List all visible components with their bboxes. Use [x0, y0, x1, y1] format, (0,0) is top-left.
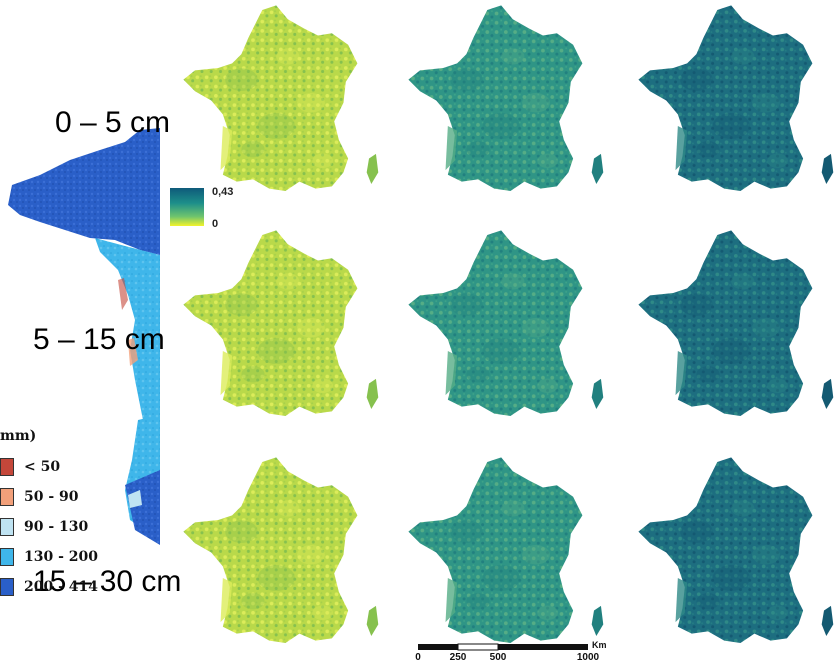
legend-item: < 50 — [0, 456, 60, 478]
corsica — [591, 605, 604, 636]
scale-tick-0: 0 — [415, 652, 421, 663]
depth-label-0-5cm: 0 – 5 cm — [55, 106, 171, 139]
corsica — [366, 153, 379, 184]
legend-item: 130 - 200 — [0, 546, 98, 568]
france-map-r3-c2 — [408, 457, 604, 643]
legend-swatch — [0, 578, 14, 596]
legend-swatch — [0, 518, 14, 536]
legend-label: 200 - 414 — [24, 579, 99, 595]
corsica — [366, 378, 379, 409]
france-map-r3-c3 — [638, 457, 834, 643]
legend-label: 50 - 90 — [24, 489, 79, 505]
scale-tick-250: 250 — [449, 652, 467, 663]
background-map-coast-patch — [128, 338, 138, 366]
france-map-r3-c1 — [183, 457, 379, 643]
corsica — [591, 153, 604, 184]
scale-unit: Km — [592, 640, 607, 650]
legend-item: 90 - 130 — [0, 516, 88, 538]
background-map-coast-patch — [128, 490, 142, 508]
background-map-pyrenees — [125, 470, 160, 545]
france-map-r1-c2 — [408, 5, 604, 191]
scale-bar-segment — [457, 643, 499, 651]
scale-bar-segment — [498, 644, 588, 650]
corsica — [821, 153, 834, 184]
legend-swatch — [0, 548, 14, 566]
legend-swatch — [0, 458, 14, 476]
france-map-r2-c1 — [183, 230, 379, 416]
depth-label-5-15cm: 5 – 15 cm — [33, 323, 165, 356]
corsica — [821, 378, 834, 409]
corsica — [591, 378, 604, 409]
legend-item: 200 - 414 — [0, 576, 98, 598]
background-map-coast-patch — [118, 278, 128, 310]
france-map-r1-c1 — [183, 5, 379, 191]
colorbar-min-label: 0 — [212, 218, 219, 230]
corsica — [821, 605, 834, 636]
background-map-brittany — [8, 128, 160, 255]
legend-label: 90 - 130 — [24, 519, 89, 535]
france-map-r1-c3 — [638, 5, 834, 191]
depth-label-15-30cm: 15 – 30 cm — [33, 565, 182, 598]
scale-tick-1000: 1000 — [576, 652, 600, 663]
france-map-r2-c2 — [408, 230, 604, 416]
scale-bar: 0 250 500 1000 Km — [408, 640, 608, 670]
legend-label: < 50 — [24, 459, 61, 475]
legend-title: mm) — [0, 428, 37, 444]
colorbar-max-label: 0,43 — [212, 186, 234, 198]
legend-item: 50 - 90 — [0, 486, 79, 508]
corsica — [366, 605, 379, 636]
colorbar — [170, 188, 204, 226]
scale-tick-500: 500 — [489, 652, 507, 663]
france-map-r2-c3 — [638, 230, 834, 416]
legend-swatch — [0, 488, 14, 506]
background-map-west-region — [95, 238, 160, 430]
legend-label: 130 - 200 — [24, 549, 99, 565]
scale-bar-segment — [418, 644, 458, 650]
